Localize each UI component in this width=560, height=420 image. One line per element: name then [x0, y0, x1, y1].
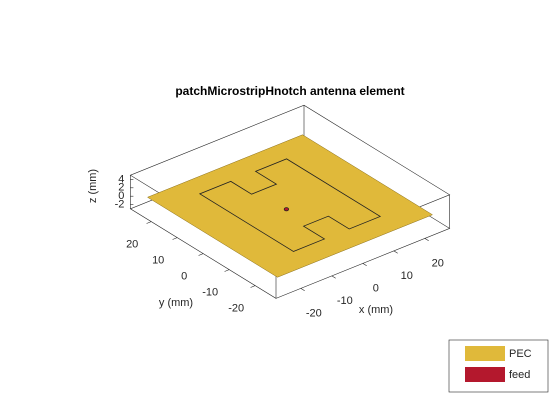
z-axis-label: z (mm) — [87, 169, 99, 203]
y-tick-label: 0 — [181, 271, 187, 283]
x-tick-label: -20 — [306, 307, 322, 319]
x-axis-label: x (mm) — [359, 304, 393, 316]
legend-label: PEC — [509, 348, 532, 360]
y-tick — [224, 269, 230, 272]
y-tick — [198, 253, 204, 256]
x-tick-label: 20 — [432, 257, 444, 269]
y-axis-label: y (mm) — [159, 297, 193, 309]
x-tick-label: 0 — [373, 282, 379, 294]
z-tick-label: 0 — [118, 190, 124, 202]
patch-outline — [198, 158, 382, 252]
x-tick — [393, 250, 398, 254]
x-tick — [362, 263, 367, 267]
x-tick-label: 10 — [401, 270, 413, 282]
x-tick-label: -10 — [337, 295, 353, 307]
x-tick — [331, 275, 336, 279]
ground-plane — [146, 134, 434, 278]
legend-label: feed — [509, 369, 530, 381]
y-tick-label: 20 — [126, 239, 138, 251]
y-tick — [172, 237, 178, 240]
legend: PEC feed — [448, 339, 549, 393]
x-tick — [424, 238, 429, 242]
x-tick — [300, 288, 305, 292]
y-tick-label: -10 — [202, 287, 218, 299]
y-tick — [146, 221, 152, 224]
legend-swatch — [465, 367, 505, 382]
y-tick-label: -20 — [228, 303, 244, 315]
z-tick-label: 2 — [118, 182, 124, 194]
z-tick-label: -2 — [115, 199, 125, 211]
legend-swatch — [465, 346, 505, 361]
chart-title: patchMicrostripHnotch antenna element — [175, 84, 404, 98]
y-tick — [250, 285, 256, 288]
y-tick-label: 10 — [152, 255, 164, 267]
z-tick-label: 4 — [118, 173, 124, 185]
feed — [283, 207, 289, 212]
